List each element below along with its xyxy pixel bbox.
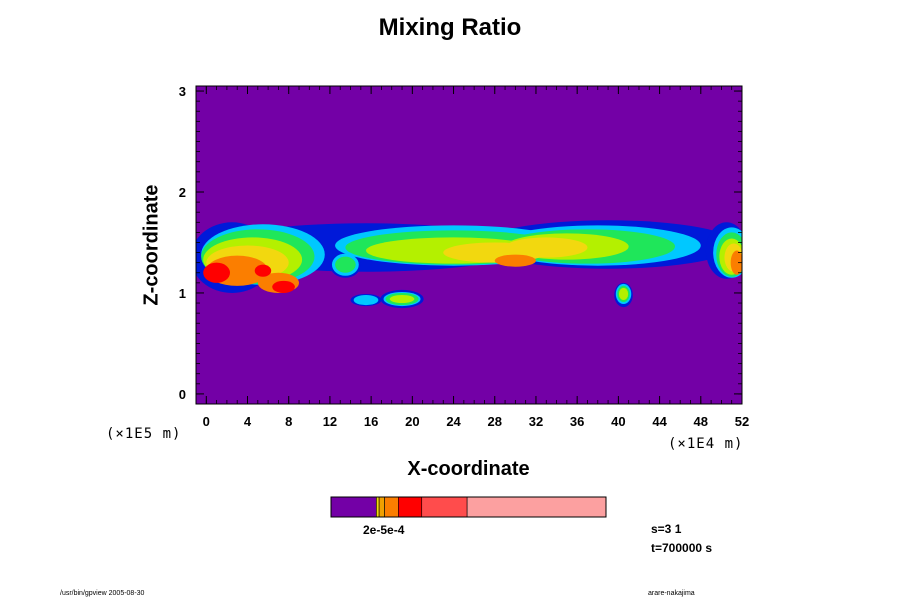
colorbar-swatch: [376, 496, 380, 518]
contour-blob: [203, 262, 230, 283]
s-value: s=3 1: [651, 522, 682, 536]
chart-title: Mixing Ratio: [378, 14, 522, 41]
x-tick-label: 52: [735, 414, 749, 429]
colorbar-swatch: [466, 496, 607, 518]
contour-blob: [254, 264, 272, 277]
y-tick-label: 1: [179, 286, 186, 301]
x-tick-label: 36: [570, 414, 584, 429]
contour-blob: [618, 287, 629, 301]
time-value: t=700000 s: [651, 541, 713, 555]
x-tick-label: 16: [364, 414, 378, 429]
colorbar: [330, 496, 607, 518]
plot-frame: [195, 85, 743, 405]
colorbar-frame: [330, 496, 607, 518]
x-tick-label: 40: [611, 414, 625, 429]
x-tick-label: 20: [405, 414, 419, 429]
x-tick-label: 24: [446, 414, 461, 429]
contour-level-6: [203, 262, 295, 293]
colorbar-swatch: [421, 496, 468, 518]
y-unit-label: (×1E5 m): [106, 426, 182, 442]
footer-left: /usr/bin/gpview 2005-08-30: [60, 590, 145, 597]
contour-blob: [389, 294, 415, 304]
x-tick-label: 0: [203, 414, 210, 429]
x-tick-label: 32: [529, 414, 543, 429]
colorbar-label: 2e-5e-4: [363, 523, 405, 537]
x-tick-label: 28: [488, 414, 502, 429]
x-tick-label: 4: [244, 414, 252, 429]
contour-blob: [494, 254, 536, 267]
y-tick-label: 0: [179, 387, 186, 402]
x-ticks: 0 4 8 12 16 20 24 28 32 36 40 44 48 52: [203, 86, 749, 429]
contour-blob: [353, 294, 379, 306]
y-tick-label: 3: [179, 84, 186, 99]
footer-right: arare-nakajima: [648, 590, 695, 597]
x-tick-label: 12: [323, 414, 337, 429]
contour-blob: [730, 250, 742, 275]
colorbar-swatch: [378, 496, 385, 518]
contour-blob: [505, 237, 588, 258]
x-tick-label: 44: [652, 414, 667, 429]
mixing-ratio-field: [196, 220, 742, 309]
colorbar-swatch: [398, 496, 423, 518]
colorbar-swatch: [384, 496, 399, 518]
y-ticks: 0 1 2 3: [179, 84, 742, 402]
colorbar-swatch: [330, 496, 377, 518]
y-axis-label: Z-coordinate: [140, 184, 163, 306]
x-tick-label: 48: [694, 414, 708, 429]
contour-blob: [335, 256, 356, 273]
contour-blob: [272, 280, 295, 293]
x-unit-label: (×1E4 m): [668, 436, 744, 452]
y-tick-label: 2: [179, 185, 186, 200]
x-axis-label: X-coordinate: [407, 458, 530, 480]
x-tick-label: 8: [285, 414, 292, 429]
